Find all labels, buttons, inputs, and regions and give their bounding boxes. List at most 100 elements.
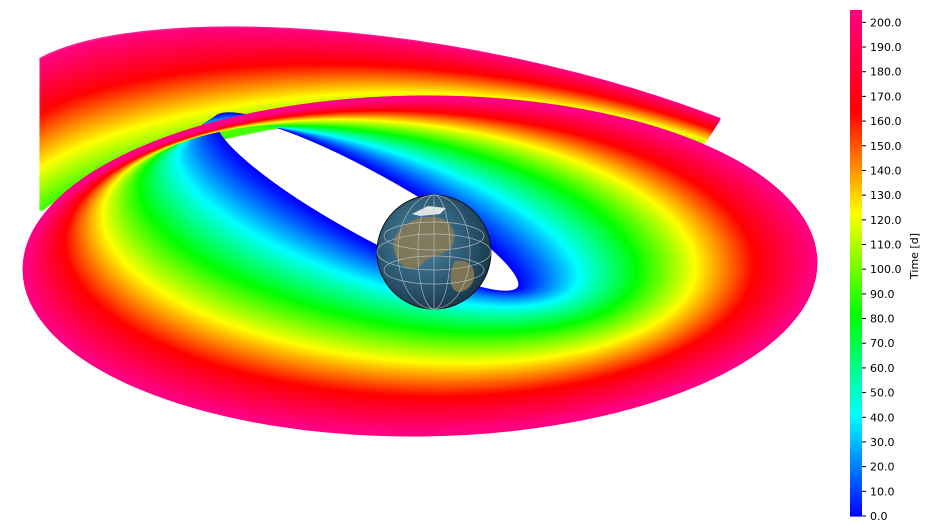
colorbar-cell	[850, 511, 862, 517]
colorbar-tick-label: 110.0	[870, 238, 902, 251]
colorbar-cell	[850, 85, 862, 91]
colorbar-cell	[850, 69, 862, 74]
colorbar-cell	[850, 444, 862, 450]
colorbar-tick-label: 200.0	[870, 16, 902, 29]
orbit-band	[22, 26, 818, 437]
colorbar-cell	[850, 157, 862, 163]
colorbar-cell	[850, 402, 862, 407]
colorbar-cell	[850, 347, 862, 353]
colorbar-cell	[850, 81, 862, 87]
colorbar-tick-label: 90.0	[870, 288, 895, 301]
colorbar-cell	[850, 216, 862, 222]
colorbar-cell	[850, 389, 862, 395]
colorbar-cell	[850, 419, 862, 424]
colorbar-cell	[850, 106, 862, 112]
colorbar-cell	[850, 414, 862, 420]
colorbar-cell	[850, 275, 862, 281]
colorbar-tick-label: 50.0	[870, 387, 895, 400]
colorbar-cell	[850, 267, 862, 273]
colorbar-tick-label: 10.0	[870, 485, 895, 498]
colorbar: 0.0 10.0 20.0 30.0 40.0 50.0 60.0 70.0 80.0 90.0 1…	[850, 10, 921, 523]
colorbar-cell	[850, 203, 862, 209]
colorbar-cell	[850, 161, 862, 167]
colorbar-label: Time [d]	[908, 233, 921, 280]
colorbar-cell	[850, 482, 862, 488]
colorbar-cell	[850, 300, 862, 306]
colorbar-cell	[850, 478, 862, 483]
colorbar-cell	[850, 431, 862, 437]
colorbar-cell	[850, 149, 862, 154]
colorbar-tick-label: 80.0	[870, 313, 895, 326]
colorbar-cell	[850, 26, 862, 32]
colorbar-cell	[850, 102, 862, 108]
colorbar-cell	[850, 465, 862, 471]
colorbar-cell	[850, 503, 862, 509]
colorbar-tick-label: 180.0	[870, 66, 902, 79]
colorbar-cell	[850, 43, 862, 49]
colorbar-cell	[850, 330, 862, 336]
colorbar-cell	[850, 254, 862, 260]
colorbar-cell	[850, 77, 862, 83]
colorbar-cell	[850, 317, 862, 323]
colorbar-cell	[850, 309, 862, 315]
colorbar-cell	[850, 368, 862, 374]
colorbar-tick-label: 140.0	[870, 164, 902, 177]
colorbar-cell	[850, 212, 862, 218]
colorbar-tick-label: 0.0	[870, 510, 888, 523]
colorbar-cell	[850, 359, 862, 365]
colorbar-cell	[850, 233, 862, 239]
colorbar-cell	[850, 56, 862, 62]
colorbar-cell	[850, 73, 862, 79]
colorbar-cell	[850, 14, 862, 20]
colorbar-cell	[850, 486, 862, 492]
colorbar-cell	[850, 47, 862, 53]
colorbar-cell	[850, 94, 862, 100]
colorbar-tick-label: 120.0	[870, 214, 902, 227]
colorbar-cell	[850, 448, 862, 454]
colorbar-cell	[850, 461, 862, 466]
colorbar-cell	[850, 111, 862, 117]
colorbar-cell	[850, 355, 862, 361]
colorbar-cell	[850, 115, 862, 121]
colorbar-cell	[850, 397, 862, 403]
colorbar-cell	[850, 313, 862, 319]
colorbar-cell	[850, 144, 862, 150]
colorbar-cell	[850, 18, 862, 24]
colorbar-tick-label: 150.0	[870, 140, 902, 153]
colorbar-cell	[850, 343, 862, 348]
colorbar-cell	[850, 499, 862, 504]
colorbar-cell	[850, 31, 862, 36]
colorbar-cell	[850, 246, 862, 251]
colorbar-cell	[850, 490, 862, 496]
colorbar-cell	[850, 199, 862, 205]
colorbar-cell	[850, 225, 862, 230]
colorbar-cell	[850, 153, 862, 159]
colorbar-cell	[850, 326, 862, 332]
colorbar-cell	[850, 170, 862, 176]
colorbar-cell	[850, 305, 862, 310]
colorbar-cell	[850, 296, 862, 302]
colorbar-cell	[850, 35, 862, 41]
colorbar-cell	[850, 469, 862, 475]
colorbar-cell	[850, 284, 862, 289]
colorbar-cell	[850, 128, 862, 133]
colorbar-cell	[850, 271, 862, 277]
colorbar-cell	[850, 241, 862, 247]
colorbar-cell	[850, 191, 862, 197]
colorbar-cell	[850, 263, 862, 268]
colorbar-cell	[850, 187, 862, 192]
colorbar-tick-label: 160.0	[870, 115, 902, 128]
colorbar-cell	[850, 473, 862, 479]
colorbar-tick-label: 130.0	[870, 189, 902, 202]
colorbar-cell	[850, 132, 862, 138]
colorbar-tick-label: 60.0	[870, 362, 895, 375]
colorbar-cell	[850, 208, 862, 213]
colorbar-cell	[850, 250, 862, 256]
colorbar-cell	[850, 376, 862, 382]
colorbar-cell	[850, 288, 862, 294]
colorbar-strip	[850, 10, 862, 517]
colorbar-cell	[850, 452, 862, 458]
colorbar-cell	[850, 195, 862, 201]
colorbar-cell	[850, 372, 862, 378]
colorbar-cell	[850, 182, 862, 188]
